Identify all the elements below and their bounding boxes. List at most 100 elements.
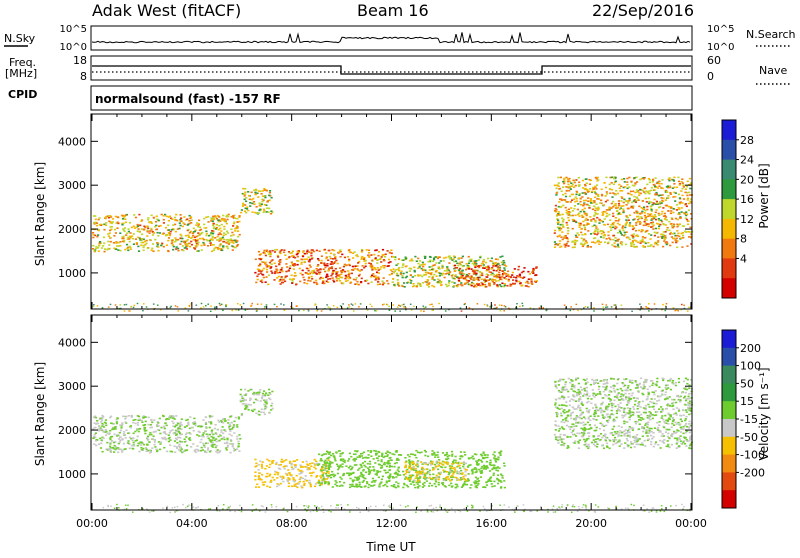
heatmap-cell — [650, 244, 652, 246]
ground-scatter-cell — [530, 307, 532, 308]
heatmap-cell — [260, 272, 262, 274]
heatmap-cell — [137, 436, 139, 438]
ground-scatter-cell — [367, 309, 369, 310]
heatmap-cell — [142, 424, 144, 426]
heatmap-cell — [362, 457, 364, 459]
heatmap-cell — [686, 213, 688, 215]
heatmap-cell — [209, 439, 211, 441]
heatmap-cell — [152, 234, 154, 236]
heatmap-cell — [176, 246, 178, 248]
heatmap-cell — [107, 433, 109, 435]
heatmap-cell — [308, 261, 310, 263]
heatmap-cell — [230, 416, 232, 418]
heatmap-cell — [583, 224, 585, 226]
heatmap-cell — [258, 190, 260, 192]
heatmap-cell — [433, 259, 435, 261]
heatmap-cell — [363, 267, 365, 269]
heatmap-cell — [528, 278, 530, 280]
heatmap-cell — [573, 186, 575, 188]
heatmap-cell — [363, 478, 365, 480]
heatmap-cell — [215, 424, 217, 426]
heatmap-cell — [160, 427, 162, 429]
heatmap-cell — [302, 256, 304, 258]
heatmap-cell — [619, 187, 621, 189]
heatmap-cell — [237, 441, 239, 443]
heatmap-cell — [562, 239, 564, 241]
heatmap-cell — [271, 462, 273, 464]
heatmap-cell — [157, 422, 159, 424]
heatmap-cell — [326, 256, 328, 258]
heatmap-cell — [319, 475, 321, 477]
heatmap-cell — [110, 422, 112, 424]
heatmap-cell — [410, 282, 412, 284]
heatmap-cell — [566, 210, 568, 212]
heatmap-cell — [145, 421, 147, 423]
heatmap-cell — [658, 228, 660, 230]
heatmap-cell — [674, 196, 676, 198]
heatmap-cell — [104, 422, 106, 424]
heatmap-cell — [565, 186, 567, 188]
heatmap-cell — [378, 278, 380, 280]
heatmap-cell — [484, 267, 486, 269]
heatmap-cell — [369, 461, 371, 463]
heatmap-cell — [489, 271, 491, 273]
heatmap-cell — [121, 451, 123, 453]
heatmap-cell — [472, 263, 474, 265]
heatmap-cell — [633, 196, 635, 198]
ground-scatter-cell — [420, 310, 422, 311]
heatmap-cell — [225, 242, 227, 244]
heatmap-cell — [466, 484, 468, 486]
heatmap-cell — [686, 219, 688, 221]
heatmap-cell — [685, 231, 687, 233]
heatmap-cell — [187, 234, 189, 236]
heatmap-cell — [491, 258, 493, 260]
heatmap-cell — [110, 442, 112, 444]
heatmap-cell — [132, 238, 134, 240]
heatmap-cell — [590, 246, 592, 248]
heatmap-cell — [637, 219, 639, 221]
heatmap-cell — [256, 400, 258, 402]
heatmap-cell — [205, 422, 207, 424]
heatmap-cell — [325, 252, 327, 254]
heatmap-cell — [440, 281, 442, 283]
heatmap-cell — [419, 260, 421, 262]
heatmap-cell — [299, 281, 301, 283]
heatmap-cell — [334, 256, 336, 258]
heatmap-cell — [151, 248, 153, 250]
heatmap-cell — [644, 221, 646, 223]
heatmap-cell — [156, 216, 158, 218]
heatmap-cell — [625, 219, 627, 221]
heatmap-cell — [414, 270, 416, 272]
heatmap-cell — [328, 453, 330, 455]
heatmap-cell — [150, 451, 152, 453]
heatmap-cell — [131, 227, 133, 229]
heatmap-cell — [164, 431, 166, 433]
heatmap-cell — [640, 216, 642, 218]
heatmap-cell — [381, 459, 383, 461]
heatmap-cell — [117, 249, 119, 251]
heatmap-cell — [417, 275, 419, 277]
nave-tick-bottom: 0 — [707, 70, 714, 83]
heatmap-cell — [633, 244, 635, 246]
heatmap-cell — [489, 260, 491, 262]
heatmap-cell — [430, 256, 432, 258]
heatmap-cell — [378, 251, 380, 253]
heatmap-cell — [347, 460, 349, 462]
heatmap-cell — [99, 419, 101, 421]
heatmap-cell — [457, 265, 459, 267]
heatmap-cell — [269, 190, 271, 192]
heatmap-cell — [478, 267, 480, 269]
heatmap-cell — [655, 216, 657, 218]
heatmap-cell — [269, 392, 271, 394]
heatmap-cell — [188, 237, 190, 239]
nsky-tick-bottom: 10^0 — [60, 42, 87, 53]
heatmap-cell — [673, 177, 675, 179]
heatmap-cell — [116, 423, 118, 425]
heatmap-cell — [211, 416, 213, 418]
ground-scatter-cell — [665, 310, 667, 311]
heatmap-cell — [120, 427, 122, 429]
heatmap-cell — [676, 238, 678, 240]
heatmap-cell — [654, 199, 656, 201]
heatmap-cell — [238, 445, 240, 447]
heatmap-cell — [576, 191, 578, 193]
